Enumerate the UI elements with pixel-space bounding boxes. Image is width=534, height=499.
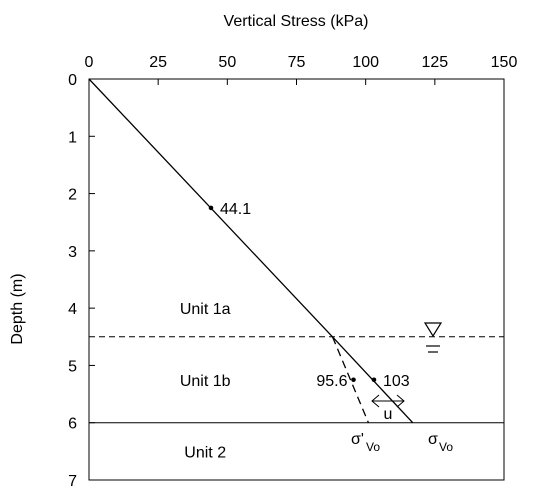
y-tick-label: 2	[68, 187, 77, 204]
unit-label: Unit 1b	[180, 373, 231, 390]
u-arrow-right-head	[396, 394, 405, 408]
x-tick-label: 150	[491, 54, 518, 71]
sigma-eff-label: σ' Vo	[351, 431, 380, 454]
y-ticks: 0 1 2 3 4 5 6 7	[68, 72, 95, 490]
unit-label: Unit 1a	[180, 301, 231, 318]
water-triangle-icon	[423, 322, 443, 338]
unit-label: Unit 2	[184, 444, 226, 461]
u-label: u	[384, 406, 393, 423]
series-group	[88, 78, 414, 424]
x-tick-label: 0	[85, 54, 94, 71]
y-tick-label: 5	[68, 358, 77, 375]
data-point	[208, 205, 214, 211]
x-axis-title: Vertical Stress (kPa)	[224, 13, 369, 30]
sigma-total-symbol: σ	[428, 431, 438, 448]
x-tick-label: 100	[352, 54, 379, 71]
points-group: 44.1 95.6 103	[208, 201, 410, 390]
y-axis-title: Depth (m)	[9, 273, 26, 344]
pore-pressure-arrow: u	[371, 394, 405, 423]
sigma-eff-symbol: σ'	[351, 431, 364, 448]
y-tick-label: 0	[68, 72, 77, 89]
y-tick-label: 1	[68, 129, 77, 146]
y-tick-label: 4	[68, 301, 77, 318]
sigma-total-subscript: Vo	[439, 440, 453, 454]
data-label: 44.1	[220, 201, 251, 218]
data-label: 95.6	[316, 373, 347, 390]
x-ticks: 0 25 50 75 100 125 150	[85, 54, 518, 85]
y-tick-label: 6	[68, 416, 77, 433]
x-tick-label: 50	[218, 54, 236, 71]
effective-stress-line	[331, 336, 370, 423]
u-arrow-left-head	[371, 394, 380, 408]
data-point	[351, 377, 356, 383]
unit-labels: Unit 1a Unit 1b Unit 2	[180, 301, 231, 461]
data-label: 103	[383, 373, 410, 390]
y-tick-label: 7	[68, 473, 77, 490]
sigma-total-label: σ Vo	[428, 431, 453, 454]
data-point	[371, 377, 377, 383]
total-stress-line	[88, 78, 414, 424]
sigma-eff-subscript: Vo	[366, 440, 380, 454]
x-tick-label: 125	[421, 54, 448, 71]
plot-frame	[88, 78, 505, 481]
x-tick-label: 75	[288, 54, 306, 71]
water-table-symbol	[423, 322, 443, 353]
y-tick-label: 3	[68, 244, 77, 261]
x-tick-label: 25	[149, 54, 167, 71]
